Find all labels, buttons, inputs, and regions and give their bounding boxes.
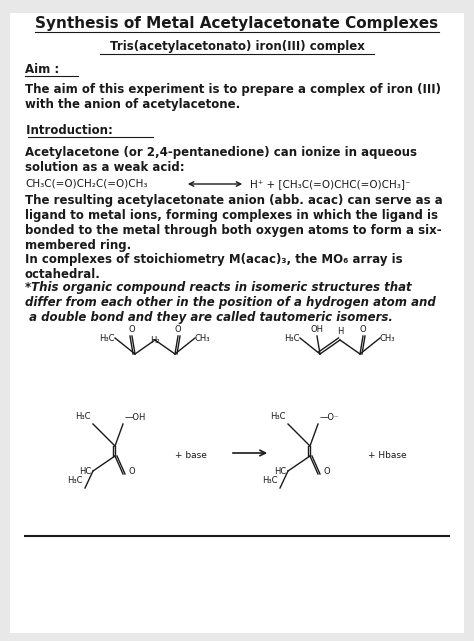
Text: —OH: —OH — [125, 413, 146, 422]
Text: + Hbase: + Hbase — [368, 451, 407, 460]
Text: H: H — [337, 327, 343, 336]
Text: The resulting acetylacetonate anion (abb. acac) can serve as a
ligand to metal i: The resulting acetylacetonate anion (abb… — [25, 194, 443, 252]
Text: H₃C: H₃C — [100, 334, 115, 343]
Text: In complexes of stoichiometry M(acac)₃, the MO₆ array is
octahedral.: In complexes of stoichiometry M(acac)₃, … — [25, 253, 402, 281]
Text: O: O — [129, 467, 136, 476]
Text: OH: OH — [310, 325, 323, 334]
Text: CH₃: CH₃ — [380, 334, 395, 343]
Text: H₃C: H₃C — [271, 412, 286, 421]
Text: Acetylacetone (or 2,4-pentanedione) can ionize in aqueous
solution as a weak aci: Acetylacetone (or 2,4-pentanedione) can … — [25, 146, 417, 174]
Text: H₃C: H₃C — [75, 412, 91, 421]
Text: —O⁻: —O⁻ — [320, 413, 339, 422]
Text: H₃C: H₃C — [263, 476, 278, 485]
Text: + base: + base — [175, 451, 207, 460]
Text: H₃C: H₃C — [67, 476, 83, 485]
Text: HC: HC — [274, 467, 286, 476]
Text: *This organic compound reacts in isomeric structures that
differ from each other: *This organic compound reacts in isomeri… — [25, 281, 436, 324]
Text: O: O — [360, 325, 366, 334]
Text: HC: HC — [79, 467, 91, 476]
Text: H₂: H₂ — [150, 336, 160, 345]
FancyBboxPatch shape — [10, 13, 464, 633]
Text: O: O — [175, 325, 182, 334]
Text: H₃C: H₃C — [284, 334, 300, 343]
Text: CH₃: CH₃ — [195, 334, 210, 343]
Text: Introduction:: Introduction: — [22, 124, 113, 137]
Text: O: O — [324, 467, 331, 476]
Text: H⁺ + [CH₃C(=O)CHC(=O)CH₃]⁻: H⁺ + [CH₃C(=O)CHC(=O)CH₃]⁻ — [250, 179, 410, 189]
Text: CH₃C(=O)CH₂C(=O)CH₃: CH₃C(=O)CH₂C(=O)CH₃ — [25, 179, 147, 189]
Text: Aim :: Aim : — [25, 63, 59, 76]
Text: The aim of this experiment is to prepare a complex of iron (III)
with the anion : The aim of this experiment is to prepare… — [25, 83, 441, 111]
Text: O: O — [128, 325, 135, 334]
Text: Synthesis of Metal Acetylacetonate Complexes: Synthesis of Metal Acetylacetonate Compl… — [36, 16, 438, 31]
Text: Tris(acetylacetonato) iron(III) complex: Tris(acetylacetonato) iron(III) complex — [109, 40, 365, 53]
